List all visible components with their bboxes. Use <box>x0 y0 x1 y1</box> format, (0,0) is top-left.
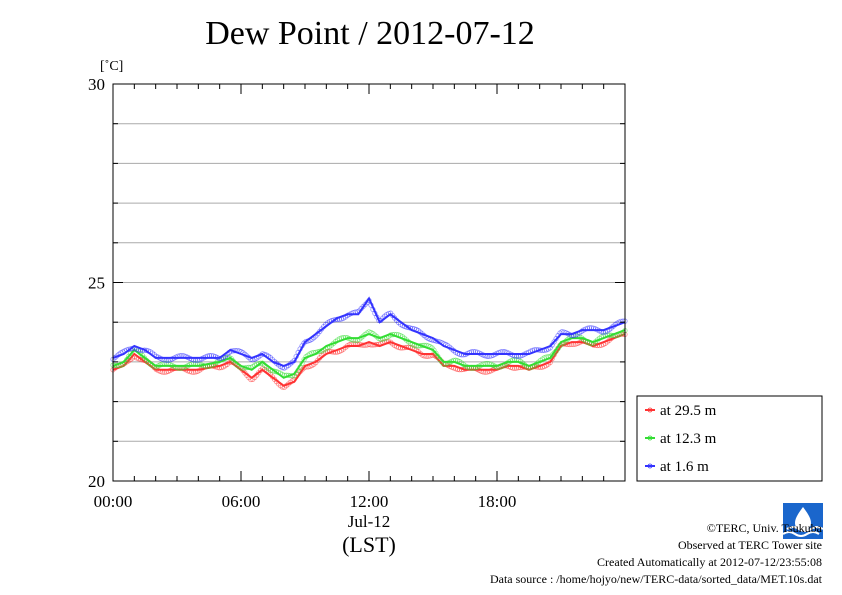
x-axis-label: (LST) <box>342 532 396 557</box>
axis-ticks: 00:00 06:00 12:00 18:00 20 25 30 <box>88 75 626 511</box>
y-tick-label: 30 <box>88 75 105 94</box>
legend-marker <box>647 463 653 469</box>
series-2 <box>110 296 628 371</box>
legend-label: at 12.3 m <box>660 431 717 447</box>
legend-label: at 29.5 m <box>660 403 717 419</box>
terc-logo <box>783 503 823 539</box>
y-tick-label: 25 <box>88 274 105 293</box>
grid-lines <box>113 123 625 442</box>
y-axis-label: [˚C] <box>100 59 123 74</box>
legend: at 29.5 m at 12.3 m at 1.6 m <box>636 395 823 482</box>
series-1 <box>110 327 628 379</box>
data-point <box>332 316 339 323</box>
legend-label: at 1.6 m <box>660 459 709 475</box>
series-line <box>112 329 626 379</box>
series-line <box>112 296 626 367</box>
legend-marker <box>647 435 653 441</box>
chart-title: Dew Point / 2012-07-12 <box>205 15 535 52</box>
y-tick-label: 20 <box>88 472 105 491</box>
x-tick-label: 00:00 <box>94 492 133 511</box>
credit-observed: Observed at TERC Tower site <box>677 538 822 552</box>
x-tick-label: 06:00 <box>222 492 261 511</box>
legend-box <box>636 395 823 482</box>
series-0 <box>110 331 628 390</box>
x-date-label: Jul-12 <box>348 512 391 531</box>
x-tick-label: 12:00 <box>350 492 389 511</box>
credit-created: Created Automatically at 2012-07-12/23:5… <box>597 555 822 569</box>
plot-series <box>110 296 628 390</box>
legend-marker <box>647 407 653 413</box>
x-tick-label: 18:00 <box>478 492 517 511</box>
series-line <box>112 333 626 387</box>
credit-copyright: ©TERC, Univ. Tsukuba <box>706 521 822 535</box>
credit-source: Data source : /home/hojyo/new/TERC-data/… <box>489 572 822 586</box>
